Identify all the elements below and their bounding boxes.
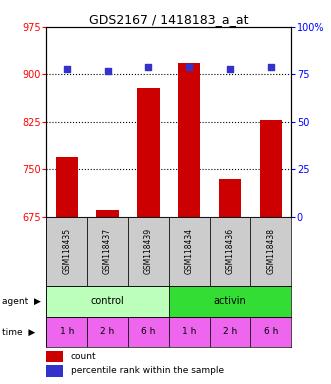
Text: activin: activin — [214, 296, 246, 306]
Text: time  ▶: time ▶ — [2, 328, 35, 336]
Bar — [87, 317, 128, 347]
Text: 6 h: 6 h — [141, 328, 156, 336]
Bar — [260, 120, 282, 217]
Bar — [169, 286, 291, 317]
Bar — [46, 351, 64, 362]
Text: 6 h: 6 h — [264, 328, 278, 336]
Bar — [169, 217, 210, 286]
Point — [64, 66, 70, 72]
Bar — [46, 366, 64, 377]
Bar — [219, 179, 241, 217]
Bar — [46, 286, 169, 317]
Text: control: control — [91, 296, 124, 306]
Text: percentile rank within the sample: percentile rank within the sample — [71, 366, 224, 376]
Text: 2 h: 2 h — [223, 328, 237, 336]
Point — [146, 64, 151, 70]
Text: 1 h: 1 h — [60, 328, 74, 336]
Bar — [178, 63, 201, 217]
Bar — [210, 217, 251, 286]
Bar — [46, 317, 87, 347]
Bar — [251, 217, 291, 286]
Point — [227, 66, 233, 72]
Bar — [169, 317, 210, 347]
Text: 1 h: 1 h — [182, 328, 196, 336]
Bar — [210, 317, 251, 347]
Bar — [128, 217, 169, 286]
Text: GSM118434: GSM118434 — [185, 228, 194, 275]
Bar — [96, 210, 119, 217]
Bar — [251, 317, 291, 347]
Text: count: count — [71, 352, 96, 361]
Text: GSM118436: GSM118436 — [225, 228, 235, 275]
Text: GSM118439: GSM118439 — [144, 228, 153, 275]
Text: 2 h: 2 h — [100, 328, 115, 336]
Bar — [137, 88, 160, 217]
Bar — [87, 217, 128, 286]
Bar — [46, 217, 87, 286]
Point — [105, 68, 110, 74]
Bar — [56, 157, 78, 217]
Point — [268, 64, 273, 70]
Text: GSM118435: GSM118435 — [62, 228, 71, 275]
Title: GDS2167 / 1418183_a_at: GDS2167 / 1418183_a_at — [89, 13, 249, 26]
Text: GSM118438: GSM118438 — [266, 228, 275, 274]
Text: agent  ▶: agent ▶ — [2, 297, 40, 306]
Text: GSM118437: GSM118437 — [103, 228, 112, 275]
Point — [187, 64, 192, 70]
Bar — [128, 317, 169, 347]
